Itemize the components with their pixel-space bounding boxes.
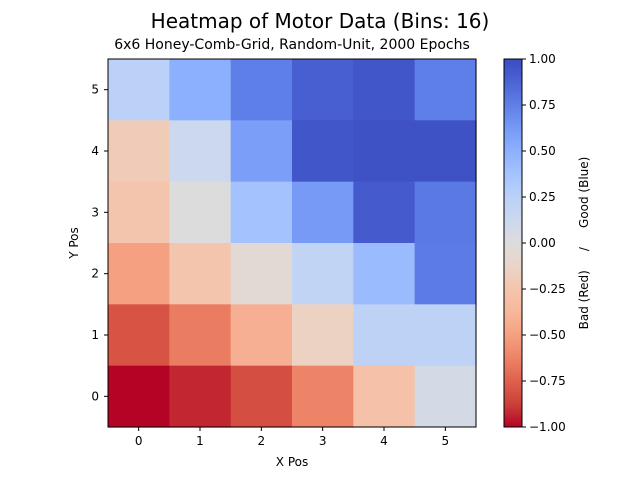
heatmap-cell	[169, 181, 232, 244]
colorbar-tick-label: 0.50	[529, 144, 556, 158]
x-tick-label: 5	[442, 434, 450, 448]
colorbar-tick-label: −0.25	[529, 282, 566, 296]
y-tick-label: 5	[91, 83, 99, 97]
heatmap-cell	[108, 304, 170, 367]
heatmap-cell	[108, 59, 170, 121]
heatmap-cell	[169, 243, 232, 305]
y-tick-label: 1	[91, 328, 99, 342]
heatmap-cell	[353, 120, 416, 183]
heatmap-cell	[292, 243, 354, 305]
y-tick-label: 3	[91, 205, 99, 219]
colorbar-label: Bad (Red) / Good (Blue)	[577, 157, 591, 330]
colorbar-tick-label: 0.00	[529, 236, 556, 250]
x-tick-label: 3	[319, 434, 327, 448]
y-tick-label: 0	[91, 389, 99, 403]
heatmap-cell	[230, 304, 293, 367]
y-tick-label: 2	[91, 267, 99, 281]
heatmap-cell	[292, 304, 354, 367]
y-axis-label: Y Pos	[67, 227, 81, 260]
colorbar-gradient	[503, 58, 523, 428]
chart-subtitle: 6x6 Honey-Comb-Grid, Random-Unit, 2000 E…	[114, 37, 470, 53]
y-tick-label: 4	[91, 144, 99, 158]
heatmap-axes: 0 1 2 3 4 5 0 1 2 3 4 5	[91, 58, 477, 448]
chart-title: Heatmap of Motor Data (Bins: 16)	[151, 9, 490, 33]
colorbar: 1.00 0.75 0.50 0.25 0.00 −0.25 −0.50 −0.75 −1.00	[503, 52, 566, 434]
heatmap-cell	[414, 59, 477, 121]
heatmap-cell	[169, 304, 232, 367]
heatmap-cell	[353, 304, 416, 367]
colorbar-tick-label: −0.75	[529, 374, 566, 388]
heatmap-cell	[414, 243, 477, 305]
heatmap-cell	[108, 243, 170, 305]
colorbar-tick-label: −1.00	[529, 420, 566, 434]
heatmap-cell	[108, 181, 170, 244]
colorbar-tick-label: −0.50	[529, 328, 566, 342]
heatmap-cell	[230, 365, 293, 428]
heatmap-cell	[292, 59, 354, 121]
heatmap-cell	[292, 181, 354, 244]
x-axis-label: X Pos	[276, 455, 308, 469]
heatmap-cell	[353, 59, 416, 121]
heatmap-cell	[353, 181, 416, 244]
heatmap-cell	[353, 365, 416, 428]
plot-frame	[107, 58, 477, 428]
heatmap-cell	[414, 120, 477, 183]
x-tick-label: 4	[380, 434, 388, 448]
heatmap-cell	[292, 120, 354, 183]
heatmap-cell	[230, 243, 293, 305]
heatmap-cell	[230, 120, 293, 183]
heatmap-cell	[230, 59, 293, 121]
heatmap-cell	[414, 304, 477, 367]
heatmap-cell	[108, 120, 170, 183]
x-tick-label: 2	[258, 434, 266, 448]
heatmap-cell	[108, 365, 170, 428]
heatmap-cell	[169, 120, 232, 183]
heatmap-cell	[169, 59, 232, 121]
heatmap-cell	[292, 365, 354, 428]
heatmap-cell	[414, 365, 477, 428]
colorbar-tick-label: 0.75	[529, 98, 556, 112]
colorbar-tick-label: 0.25	[529, 190, 556, 204]
heatmap-cell	[353, 243, 416, 305]
heatmap-cell	[169, 365, 232, 428]
x-tick-label: 0	[135, 434, 143, 448]
x-tick-label: 1	[196, 434, 204, 448]
heatmap-cell	[414, 181, 477, 244]
heatmap-cells	[108, 59, 477, 428]
heatmap-cell	[230, 181, 293, 244]
colorbar-tick-label: 1.00	[529, 52, 556, 66]
